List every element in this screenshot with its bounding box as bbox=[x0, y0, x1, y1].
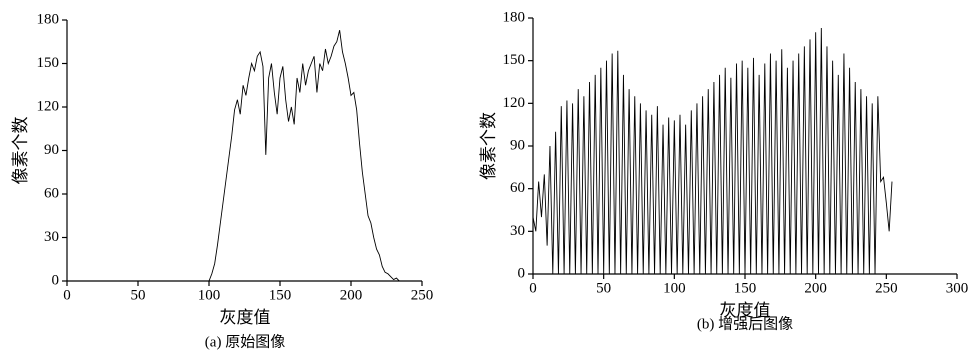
x-tick-label: 50 bbox=[131, 287, 146, 303]
x-tick-label: 200 bbox=[340, 287, 363, 303]
x-tick-label: 300 bbox=[946, 280, 969, 296]
x-tick-label: 50 bbox=[596, 280, 611, 296]
x-tick-label: 0 bbox=[63, 287, 71, 303]
y-tick-label: 180 bbox=[503, 9, 526, 25]
y-tick-label: 150 bbox=[37, 55, 60, 71]
y-tick-label: 120 bbox=[503, 95, 526, 111]
x-tick-label: 100 bbox=[663, 280, 686, 296]
x-tick-label: 250 bbox=[875, 280, 898, 296]
y-tick-label: 30 bbox=[510, 223, 525, 239]
y-tick-label: 0 bbox=[518, 265, 526, 281]
x-tick-label: 150 bbox=[734, 280, 757, 296]
data-line bbox=[532, 27, 893, 275]
y-tick-label: 90 bbox=[510, 137, 525, 153]
y-tick-label: 180 bbox=[37, 11, 60, 27]
x-tick-label: 150 bbox=[269, 287, 292, 303]
y-axis-label: 像素个数 bbox=[11, 117, 30, 185]
y-tick-label: 120 bbox=[37, 98, 60, 114]
x-tick-label: 200 bbox=[804, 280, 827, 296]
x-axis-label: 灰度值 bbox=[220, 308, 271, 327]
caption: (a) 原始图像 bbox=[205, 333, 285, 350]
y-tick-label: 30 bbox=[44, 229, 59, 245]
x-tick-label: 0 bbox=[529, 280, 537, 296]
y-tick-label: 0 bbox=[52, 272, 60, 288]
caption: (b) 增强后图像 bbox=[697, 315, 793, 332]
y-tick-label: 60 bbox=[510, 180, 525, 196]
y-tick-label: 90 bbox=[44, 142, 59, 158]
x-tick-label: 250 bbox=[411, 287, 434, 303]
data-line bbox=[67, 30, 400, 282]
x-axis-label: 灰度值 bbox=[720, 301, 771, 320]
y-axis-label: 像素个数 bbox=[479, 112, 498, 180]
y-tick-label: 60 bbox=[44, 185, 59, 201]
y-tick-label: 150 bbox=[503, 52, 526, 68]
x-tick-label: 100 bbox=[198, 287, 221, 303]
